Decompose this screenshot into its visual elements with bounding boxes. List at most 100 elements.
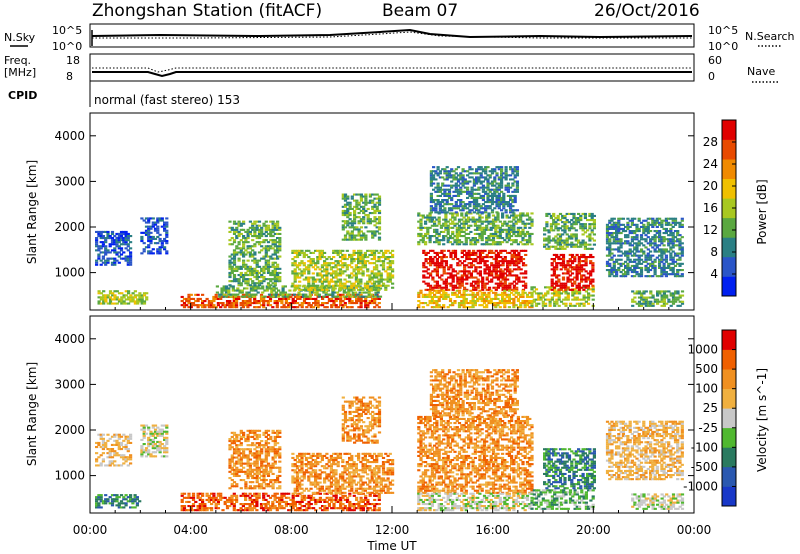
power-cell [372,258,377,261]
power-cell [273,261,277,264]
power-cell [454,184,458,187]
power-cell [617,266,621,269]
power-cell [453,300,457,303]
power-cell [612,271,616,274]
power-cell [474,286,478,289]
power-cell [497,207,501,210]
power-cell [102,300,106,303]
power-cell [272,287,276,290]
power-cell [454,168,458,171]
power-cell [325,270,329,273]
power-cell [478,295,482,298]
power-cell [590,212,594,215]
power-cell [110,261,115,264]
power-cell [456,262,460,265]
power-cell [528,218,532,221]
power-cell [419,224,423,227]
power-cell [570,241,574,244]
power-cell [113,263,117,266]
power-cell [448,237,453,240]
power-cell [484,190,488,193]
power-cell [499,282,503,285]
power-cell [291,297,295,300]
power-cell [633,246,637,249]
power-cell [610,273,614,276]
power-cell [497,201,501,204]
power-cell [104,259,108,262]
power-cell [108,290,113,293]
power-cell [564,298,568,301]
power-cell [489,222,493,225]
power-cell [244,249,248,252]
power-cell [612,240,616,243]
power-cell [570,284,575,287]
power-cell [555,298,559,301]
power-cell [332,302,336,305]
power-cell [257,241,262,244]
power-cell [615,225,619,228]
power-cell [483,264,487,267]
power-cell [339,302,343,305]
power-cell [608,262,612,265]
power-cell [485,239,489,242]
power-cell [586,284,590,287]
power-cell [293,256,297,259]
power-cell [455,228,459,231]
power-cell [580,280,584,283]
power-cell [537,294,541,297]
power-cell [615,223,619,226]
power-cell [151,235,155,238]
power-cell [122,239,126,242]
power-cell [453,241,457,244]
power-cell [509,194,513,197]
power-cell [138,292,142,295]
cpid-label: CPID [8,89,37,102]
power-cell [449,276,453,279]
power-cell [545,225,549,228]
power-cell [454,190,458,193]
power-cell [438,188,442,191]
power-cell [573,298,577,301]
power-cell [464,220,468,223]
power-cell [460,280,464,283]
power-cell [228,265,232,268]
power-cell [246,245,250,248]
power-cell [153,223,158,226]
power-cell [332,251,336,254]
power-cell [447,288,451,291]
power-cell [649,290,653,293]
power-cell [584,300,588,303]
power-cell [534,292,539,295]
power-cell [253,282,257,285]
power-cell [491,243,496,246]
power-cell [426,268,430,271]
power-cell [145,298,149,301]
power-cell [587,288,591,291]
power-cell [466,203,470,206]
power-cell [276,249,280,252]
power-cell [494,288,498,291]
power-cell [628,244,632,247]
power-cell [503,293,507,296]
power-cell [532,286,536,289]
power-cell [291,284,295,287]
power-cell [320,266,324,269]
power-cell [334,280,338,283]
power-cell [630,260,634,263]
power-cell [456,199,461,202]
power-cell [443,190,447,193]
power-cell [275,306,279,309]
power-cell [450,174,454,177]
power-cell [680,246,684,249]
power-cell [220,287,224,290]
power-cell [676,271,680,274]
power-cell [237,265,241,268]
power-cell [473,241,477,244]
power-cell [680,273,684,276]
power-cell [312,297,316,300]
power-cell [555,262,559,265]
power-cell [264,249,268,252]
power-cell [101,230,105,233]
power-cell [503,258,507,261]
power-cell [565,212,569,215]
